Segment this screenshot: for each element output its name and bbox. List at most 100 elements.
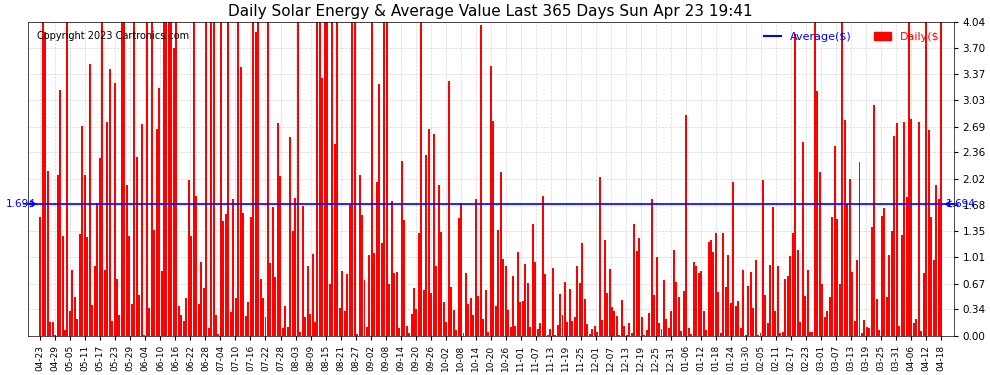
Bar — [906, 197, 908, 336]
Bar — [579, 283, 581, 336]
Bar — [42, 13, 44, 336]
Bar — [742, 270, 744, 336]
Bar — [450, 287, 452, 336]
Bar — [339, 308, 341, 336]
Bar — [621, 300, 623, 336]
Bar — [322, 78, 324, 336]
Bar — [561, 315, 563, 336]
Bar — [358, 174, 360, 336]
Bar — [111, 321, 113, 336]
Bar — [223, 221, 225, 336]
Bar — [89, 64, 91, 336]
Bar — [277, 123, 279, 336]
Bar — [150, 13, 152, 336]
Bar — [259, 279, 261, 336]
Bar — [614, 311, 616, 336]
Text: 1.694: 1.694 — [5, 199, 36, 209]
Bar — [928, 130, 930, 336]
Bar — [426, 155, 428, 336]
Bar — [807, 270, 809, 336]
Bar — [329, 284, 331, 336]
Bar — [423, 290, 425, 336]
Bar — [106, 122, 108, 336]
Bar — [282, 328, 284, 336]
Bar — [114, 83, 116, 336]
Bar — [639, 238, 641, 336]
Bar — [312, 254, 314, 336]
Bar — [851, 272, 853, 336]
Bar — [812, 332, 814, 336]
Bar — [334, 144, 336, 336]
Bar — [827, 311, 829, 336]
Bar — [129, 236, 131, 336]
Bar — [936, 185, 938, 336]
Bar — [361, 215, 363, 336]
Bar — [634, 224, 636, 336]
Bar — [777, 266, 779, 336]
Bar — [546, 335, 548, 336]
Bar — [101, 13, 103, 336]
Bar — [564, 282, 566, 336]
Bar — [668, 328, 670, 336]
Bar — [203, 288, 205, 336]
Bar — [297, 13, 299, 336]
Bar — [866, 327, 868, 336]
Bar — [431, 293, 433, 336]
Bar — [738, 301, 740, 336]
Bar — [210, 13, 212, 336]
Bar — [804, 296, 806, 336]
Bar — [363, 280, 365, 336]
Bar — [134, 13, 136, 336]
Bar — [467, 304, 469, 336]
Bar — [744, 335, 746, 336]
Bar — [383, 13, 385, 336]
Bar — [883, 208, 885, 336]
Bar — [658, 322, 660, 336]
Bar — [678, 297, 680, 336]
Bar — [619, 335, 621, 336]
Bar — [230, 312, 232, 336]
Bar — [245, 316, 247, 336]
Bar — [762, 180, 764, 336]
Bar — [160, 272, 162, 336]
Bar — [757, 335, 759, 336]
Bar — [272, 207, 274, 336]
Bar — [368, 255, 370, 336]
Bar — [520, 302, 522, 336]
Bar — [648, 313, 650, 336]
Bar — [327, 13, 329, 336]
Bar — [342, 271, 344, 336]
Bar — [581, 243, 583, 336]
Bar — [698, 273, 700, 336]
Bar — [571, 321, 573, 336]
Bar — [616, 316, 618, 336]
Bar — [824, 316, 826, 336]
Bar — [396, 272, 398, 336]
Bar — [728, 255, 730, 336]
Bar — [346, 274, 348, 336]
Bar — [799, 321, 801, 336]
Bar — [863, 320, 865, 336]
Bar — [443, 302, 445, 336]
Bar — [544, 274, 546, 336]
Bar — [153, 231, 155, 336]
Bar — [287, 327, 289, 336]
Bar — [926, 13, 928, 336]
Bar — [881, 216, 883, 336]
Bar — [264, 317, 266, 336]
Bar — [767, 323, 769, 336]
Bar — [782, 332, 784, 336]
Bar — [542, 196, 544, 336]
Bar — [843, 120, 845, 336]
Bar — [735, 306, 737, 336]
Bar — [124, 13, 126, 336]
Bar — [495, 306, 497, 336]
Bar — [45, 32, 47, 336]
Bar — [446, 322, 447, 336]
Bar — [337, 13, 339, 336]
Bar — [710, 240, 712, 336]
Bar — [527, 283, 529, 336]
Bar — [772, 207, 774, 336]
Bar — [54, 335, 56, 336]
Bar — [787, 276, 789, 336]
